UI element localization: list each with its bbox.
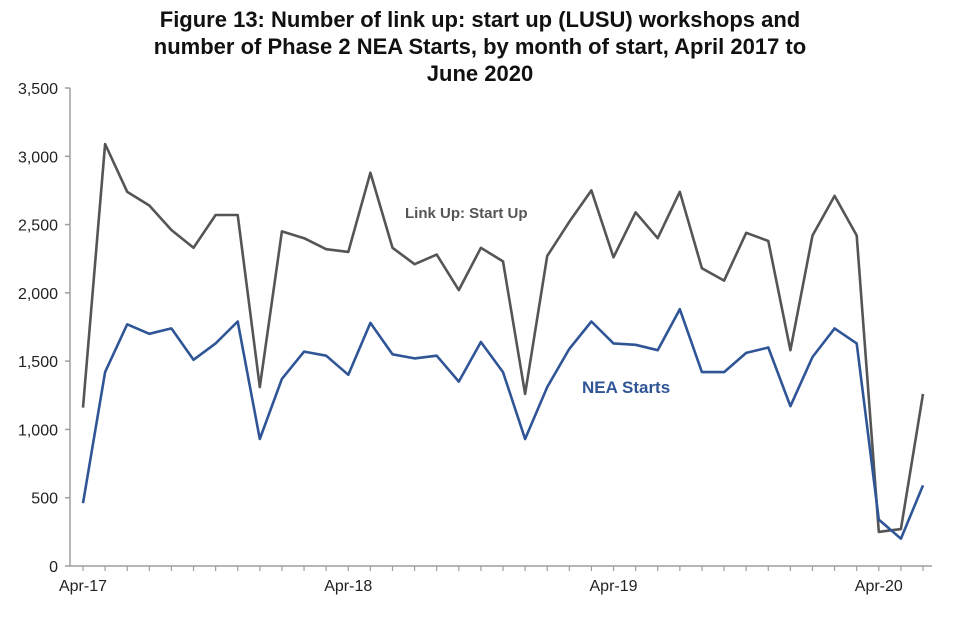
y-tick-label: 3,500 bbox=[18, 81, 58, 98]
x-tick-label: Apr-18 bbox=[324, 578, 372, 595]
y-tick-label: 3,000 bbox=[18, 149, 58, 166]
x-tick-label: Apr-20 bbox=[855, 578, 903, 595]
y-tick-label: 1,000 bbox=[18, 422, 58, 439]
y-tick-label: 0 bbox=[49, 559, 58, 576]
y-tick-label: 1,500 bbox=[18, 354, 58, 371]
x-axis-ticks: Apr-17 Apr-18 Apr-19 Apr-20 bbox=[59, 566, 924, 595]
chart-title-line-1: Figure 13: Number of link up: start up (… bbox=[159, 7, 801, 32]
y-tick-label: 500 bbox=[31, 491, 58, 508]
chart-title-line-2: number of Phase 2 NEA Starts, by month o… bbox=[153, 34, 807, 59]
chart-title-line-3: June 2020 bbox=[426, 61, 534, 86]
x-tick-label: Apr-19 bbox=[590, 578, 638, 595]
chart-title: Figure 13: Number of link up: start up (… bbox=[0, 6, 960, 87]
x-tick-label: Apr-17 bbox=[59, 578, 107, 595]
y-axis-ticks: 0 500 1,000 1,500 2,000 2,500 3,000 3,500 bbox=[18, 81, 70, 576]
series-lines bbox=[81, 142, 925, 541]
series-line-nea bbox=[81, 307, 925, 541]
y-tick-label: 2,500 bbox=[18, 218, 58, 235]
series-line-lusu bbox=[81, 142, 925, 534]
y-tick-label: 2,000 bbox=[18, 286, 58, 303]
series-label-nea: NEA Starts bbox=[582, 378, 670, 397]
series-label-lusu: Link Up: Start Up bbox=[405, 205, 528, 222]
